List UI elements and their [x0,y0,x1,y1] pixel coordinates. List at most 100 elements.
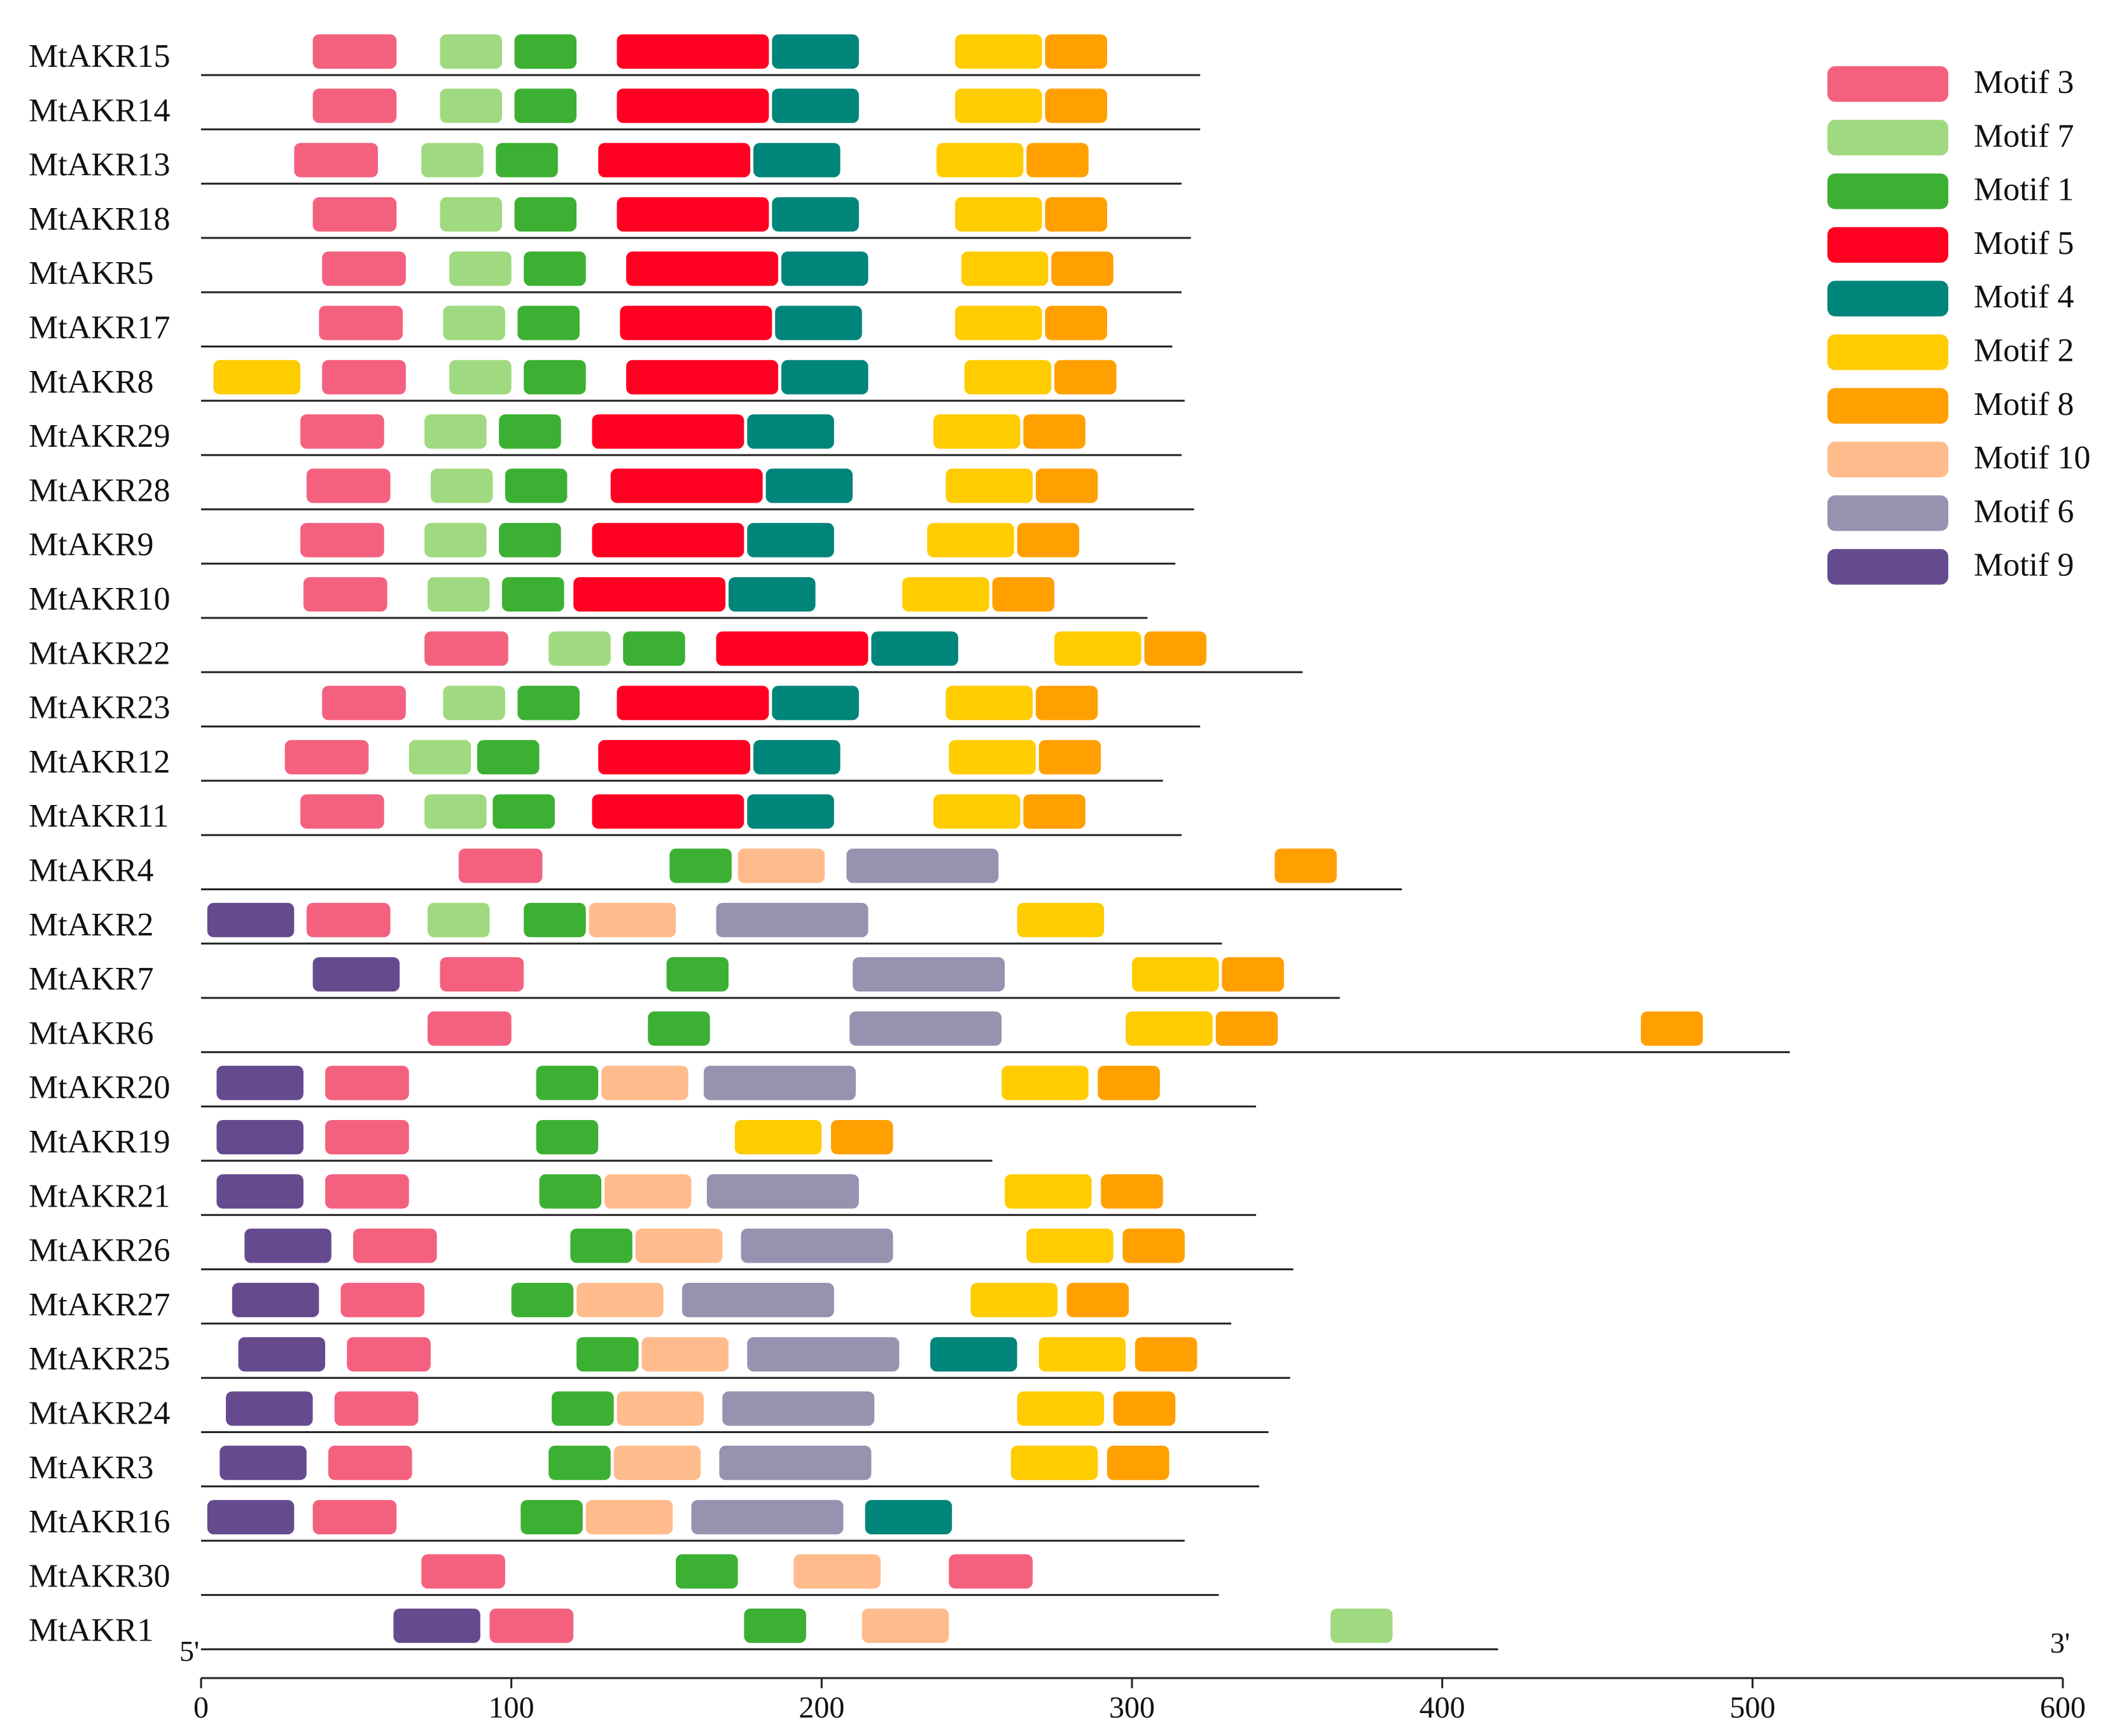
gene-row: MtAKR10 [29,577,1148,619]
gene-label: MtAKR13 [29,147,170,183]
axis-tick-label: 400 [1420,1691,1465,1725]
motif-box-m1 [524,360,586,395]
motif-box-m3 [312,34,397,69]
motif-box-m8 [1045,197,1107,232]
motif-box-m3 [347,1337,431,1372]
motif-box-m1 [499,522,561,557]
motif-box-m1 [570,1228,632,1263]
motif-box-m1 [517,305,580,340]
motif-box-m9 [244,1228,332,1263]
motif-box-m3 [440,957,524,992]
motif-box-m3 [352,1228,437,1263]
motif-box-m2 [1126,1011,1213,1046]
motif-box-m2 [927,522,1014,557]
motif-box-m8 [1045,88,1107,123]
motif-box-m10 [601,1065,688,1100]
motif-box-m3 [328,1445,412,1480]
motif-box-m5 [592,414,744,449]
motif-box-m1 [669,848,732,883]
motif-box-m7 [421,143,484,178]
motif-box-m2 [955,34,1042,69]
motif-box-m10 [862,1608,949,1643]
motif-box-m7 [548,631,611,666]
legend-entry: Motif 6 [1827,493,2074,531]
motif-box-m5 [617,88,769,123]
gene-label: MtAKR9 [29,527,153,563]
motif-box-m7 [430,468,493,503]
motif-box-m2 [1038,1337,1126,1372]
legend-entry: Motif 10 [1827,440,2090,478]
motif-box-m5 [573,577,726,612]
motif-box-m4 [871,631,958,666]
axis-tick-label: 600 [2040,1691,2086,1725]
motif-box-m5 [620,305,772,340]
legend-swatch [1827,388,1948,424]
motif-box-m8 [1017,522,1080,557]
legend-label: Motif 3 [1974,64,2074,101]
axis-tick-label: 500 [1729,1691,1775,1725]
motif-box-m5 [610,468,763,503]
gene-row: MtAKR23 [29,685,1201,728]
legend-swatch [1827,281,1948,317]
motif-box-m1 [536,1120,599,1154]
motif-box-m2 [902,577,989,612]
motif-box-m1 [552,1391,614,1426]
motif-box-m7 [440,88,503,123]
motif-box-m8 [1222,957,1284,992]
motif-box-m4 [781,360,869,395]
gene-label: MtAKR4 [29,853,153,889]
motif-box-m1 [499,414,561,449]
motif-box-m7 [443,305,505,340]
gene-row: MtAKR25 [29,1337,1290,1379]
motif-box-m5 [592,522,744,557]
motif-box-m10 [635,1228,723,1263]
axis-tick-label: 100 [489,1691,534,1725]
motif-box-m6 [719,1445,872,1480]
gene-row: MtAKR2 [29,902,1222,945]
motif-box-m2 [936,143,1024,178]
motif-box-m5 [617,685,769,720]
motif-box-m10 [617,1391,704,1426]
motif-box-m4 [747,522,834,557]
motif-box-m6 [853,957,1005,992]
motif-box-m6 [704,1065,856,1100]
legend-entry: Motif 9 [1827,547,2074,585]
motif-box-m1 [576,1337,639,1372]
motif-box-m1 [520,1500,583,1535]
motif-box-m4 [753,143,841,178]
motif-box-m1 [524,902,586,937]
motif-box-m8 [1101,1174,1163,1209]
motif-box-m3 [306,468,391,503]
motif-box-m5 [716,631,869,666]
legend-label: Motif 1 [1974,172,2074,208]
motif-box-m4 [930,1337,1017,1372]
motif-box-m7 [427,902,490,937]
motif-box-m8 [1054,360,1117,395]
motif-box-m3 [300,414,384,449]
motif-box-m6 [716,902,869,937]
motif-box-m7 [1330,1608,1393,1643]
motif-box-m9 [216,1174,304,1209]
gene-label: MtAKR26 [29,1233,170,1269]
motif-box-m9 [207,902,295,937]
motif-box-m9 [393,1608,480,1643]
motif-box-m9 [220,1445,307,1480]
motif-box-m2 [1017,1391,1105,1426]
motif-box-m1 [623,631,685,666]
motif-box-m2 [964,360,1052,395]
motif-box-m2 [946,468,1033,503]
motif-box-m10 [589,902,676,937]
motif-box-m9 [216,1065,304,1100]
motif-box-m10 [576,1282,664,1317]
motif-box-m1 [502,577,564,612]
gene-row: MtAKR4 [29,848,1402,890]
motif-box-m3 [322,360,406,395]
motif-box-m3 [421,1554,505,1589]
gene-row: MtAKR5 [29,251,1182,293]
motif-box-m10 [641,1337,729,1372]
motif-box-m6 [706,1174,859,1209]
motif-box-m3 [300,794,384,829]
motif-box-m2 [933,794,1021,829]
motif-box-m6 [722,1391,875,1426]
